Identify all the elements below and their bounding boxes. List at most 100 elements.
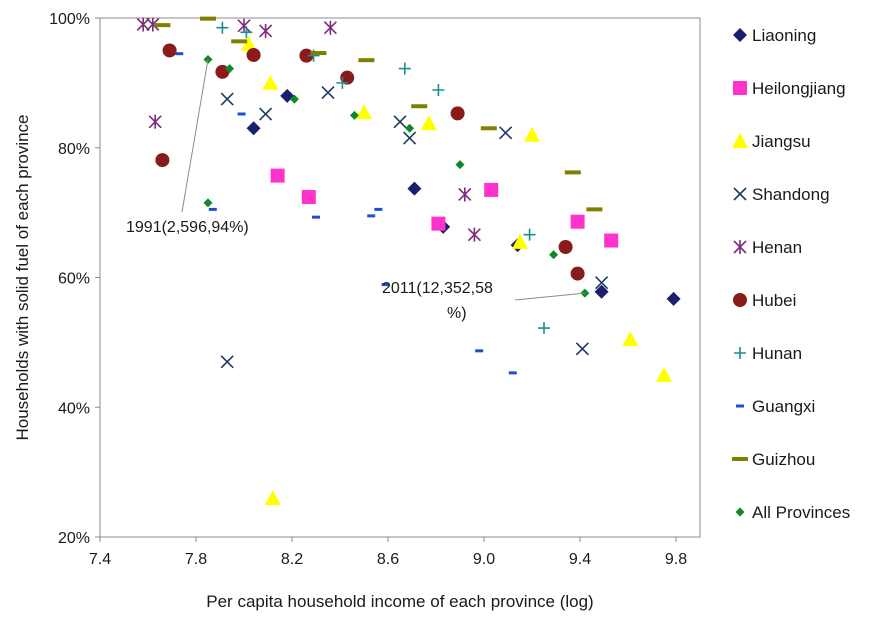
jiangsu-point <box>524 126 540 142</box>
all-provinces-point <box>549 250 559 260</box>
heilongjiang-point <box>270 168 285 183</box>
series-henan <box>136 17 481 242</box>
series-all-provinces <box>203 55 590 298</box>
series-liaoning <box>246 46 681 306</box>
jiangsu-point <box>656 366 672 382</box>
liaoning-point <box>594 284 609 299</box>
annotation-leader-1991 <box>181 59 209 213</box>
henan-point <box>148 114 162 129</box>
legend-label-guizhou: Guizhou <box>752 450 815 469</box>
jiangsu-point <box>240 35 257 51</box>
heilongjiang-point <box>604 233 619 248</box>
hunan-point <box>398 62 411 75</box>
shandong-point <box>220 92 234 106</box>
plot-frame <box>99 17 701 538</box>
legend-label-henan: Henan <box>752 238 802 257</box>
legend-marker-liaoning <box>733 28 747 42</box>
x-tick-label: 7.8 <box>185 551 207 568</box>
shandong-point <box>499 126 513 140</box>
legend-label-hubei: Hubei <box>752 291 796 310</box>
jiangsu-point <box>262 74 279 90</box>
guangxi-point <box>208 207 217 211</box>
legend-item-guangxi: Guangxi <box>736 397 815 416</box>
guizhou-point <box>231 39 248 44</box>
legend-marker-hubei <box>733 293 747 307</box>
henan-point <box>136 17 150 32</box>
y-tick-label: 20% <box>58 530 90 547</box>
jiangsu-point <box>420 115 437 131</box>
legend-marker-guizhou <box>732 457 748 461</box>
x-tick-label: 8.2 <box>281 551 303 568</box>
guizhou-point <box>154 23 171 28</box>
heilongjiang-point <box>301 190 316 205</box>
legend-marker-henan <box>733 240 747 254</box>
legend-label-liaoning: Liaoning <box>752 26 816 45</box>
hunan-point <box>240 26 253 39</box>
annotation-2011-line1: 2011(12,352,58 <box>382 280 493 297</box>
guizhou-point <box>586 207 603 212</box>
hubei-point <box>299 48 314 63</box>
guizhou-point <box>564 170 581 175</box>
y-tick-label: 60% <box>58 271 90 288</box>
shandong-point <box>220 355 234 369</box>
hunan-point <box>432 84 445 97</box>
legend-item-guizhou: Guizhou <box>732 450 815 469</box>
all-provinces-point <box>455 160 465 170</box>
x-axis-title: Per capita household income of each prov… <box>206 592 593 611</box>
legend-item-all-provinces: All Provinces <box>735 503 850 522</box>
legend-marker-heilongjiang <box>733 81 747 95</box>
annotation-2011-line2: %) <box>447 305 467 322</box>
legend-label-guangxi: Guangxi <box>752 397 815 416</box>
legend-item-jiangsu: Jiangsu <box>732 132 811 151</box>
shandong-point <box>393 115 407 129</box>
shandong-point <box>595 276 609 290</box>
heilongjiang-point <box>570 214 585 229</box>
annotation-leader-2011 <box>514 292 585 301</box>
hubei-point <box>162 43 177 58</box>
legend-marker-jiangsu <box>732 133 748 148</box>
legend: Liaoning Heilongjiang Jiangsu Shandong Henan… <box>732 26 850 522</box>
hubei-point <box>340 70 355 85</box>
henan-point <box>458 187 472 202</box>
all-provinces-point <box>225 64 235 74</box>
hunan-point <box>336 76 349 89</box>
y-axis-title: Households with solid fuel of each provi… <box>13 114 32 440</box>
hubei-point <box>450 106 465 121</box>
guizhou-point <box>200 16 216 21</box>
guangxi-point <box>475 349 484 353</box>
data-points <box>136 16 681 506</box>
shandong-point <box>403 131 417 145</box>
legend-label-shandong: Shandong <box>752 185 830 204</box>
henan-point <box>467 227 481 242</box>
liaoning-point <box>246 121 261 136</box>
guangxi-point <box>175 52 184 56</box>
legend-marker-all-provinces <box>735 507 745 517</box>
jiangsu-point <box>622 331 639 347</box>
henan-point <box>323 20 337 35</box>
all-provinces-point <box>289 94 299 104</box>
all-provinces-point <box>349 110 359 120</box>
x-tick-label: 7.4 <box>89 551 111 568</box>
jiangsu-point <box>356 104 372 120</box>
legend-item-heilongjiang: Heilongjiang <box>733 79 846 98</box>
legend-item-shandong: Shandong <box>733 185 830 204</box>
jiangsu-point <box>512 233 528 249</box>
shandong-point <box>321 86 335 100</box>
all-provinces-point <box>405 123 415 133</box>
legend-item-hunan: Hunan <box>734 344 802 363</box>
legend-marker-guangxi <box>736 404 744 408</box>
guizhou-point <box>480 126 497 131</box>
hunan-point <box>216 21 229 34</box>
legend-item-hubei: Hubei <box>733 291 796 310</box>
hubei-point <box>155 153 170 168</box>
y-tick-label: 100% <box>49 11 90 28</box>
shandong-point <box>259 107 273 121</box>
hubei-point <box>570 266 585 281</box>
guizhou-point <box>411 104 428 109</box>
x-tick-label: 8.6 <box>377 551 399 568</box>
heilongjiang-point <box>431 216 446 231</box>
guangxi-point <box>367 214 376 218</box>
legend-label-heilongjiang: Heilongjiang <box>752 79 846 98</box>
liaoning-point <box>407 181 422 196</box>
